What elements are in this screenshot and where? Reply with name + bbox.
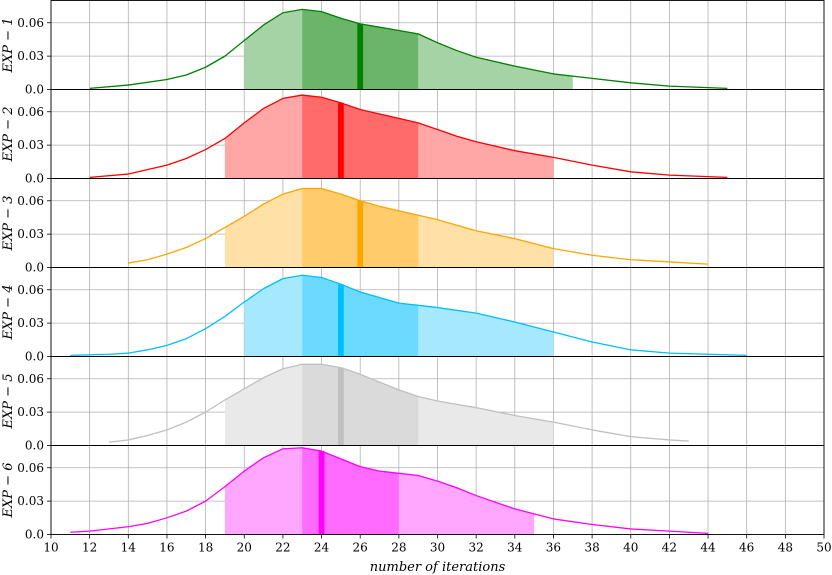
median-bar [337, 367, 344, 446]
y-tick-label: 0.06 [17, 105, 44, 119]
x-tick-label: 42 [662, 541, 677, 555]
y-tick-label: 0.03 [17, 494, 44, 508]
x-tick-label: 40 [623, 541, 638, 555]
y-tick-label: 0.03 [17, 138, 44, 152]
y-tick-label: 0.06 [17, 283, 44, 297]
y-tick-label: 0.0 [25, 83, 44, 97]
y-tick-label: 0.03 [17, 49, 44, 63]
median-bar [337, 284, 344, 357]
x-tick-label: 12 [82, 541, 97, 555]
x-axis: 10 12 14 16 18 20 22 24 26 28 30 32 34 36 38 40 42 44 46 48… [43, 534, 832, 555]
shaded-region-inner [302, 275, 419, 357]
x-tick-label: 20 [237, 541, 252, 555]
median-bar [337, 102, 344, 179]
y-tick-label: 0.0 [25, 528, 44, 542]
y-tick-label: 0.03 [17, 316, 44, 330]
density-curve [128, 187, 709, 265]
density-curve [108, 363, 689, 443]
median-bar [318, 451, 325, 535]
x-tick-label: 38 [584, 541, 599, 555]
x-tick-label: 14 [121, 541, 137, 555]
y-tick-label: 0.0 [25, 350, 44, 364]
x-tick-label: 36 [546, 541, 561, 555]
y-tick-label: 0.0 [25, 261, 44, 275]
y-axis-label: EXP − 1 [1, 18, 16, 74]
median-bar [357, 23, 364, 90]
x-tick-label: 26 [353, 541, 368, 555]
density-curve [89, 8, 728, 90]
y-tick-label: 0.03 [17, 227, 44, 241]
y-tick-label: 0.06 [17, 372, 44, 386]
y-tick-label: 0.06 [17, 16, 44, 30]
x-tick-label: 28 [391, 541, 406, 555]
x-tick-label: 48 [778, 541, 793, 555]
density-curve [70, 274, 747, 357]
x-tick-label: 46 [739, 541, 754, 555]
y-tick-label: 0.06 [17, 461, 44, 475]
y-axis-label: EXP − 3 [1, 196, 16, 252]
x-tick-label: 18 [198, 541, 213, 555]
shaded-region-inner [302, 447, 399, 535]
y-tick-label: 0.0 [25, 172, 44, 186]
y-axis-label: EXP − 4 [1, 285, 16, 341]
shaded-region-inner [302, 95, 419, 179]
x-tick-label: 24 [314, 541, 330, 555]
x-tick-label: 44 [700, 541, 716, 555]
x-tick-label: 34 [507, 541, 523, 555]
x-axis-label: number of iterations [370, 560, 506, 575]
x-tick-label: 22 [275, 541, 290, 555]
x-tick-label: 16 [159, 541, 174, 555]
y-axis-label: EXP − 2 [1, 107, 16, 163]
median-bar [357, 200, 364, 268]
x-tick-label: 50 [816, 541, 831, 555]
y-tick-label: 0.06 [17, 194, 44, 208]
y-tick-label: 0.03 [17, 405, 44, 419]
density-curve [89, 94, 728, 179]
shaded-region-inner [302, 364, 419, 446]
y-tick-label: 0.0 [25, 439, 44, 453]
x-tick-label: 10 [43, 541, 58, 555]
x-tick-label: 30 [430, 541, 445, 555]
y-axis-label: EXP − 5 [1, 374, 16, 430]
y-axis-label: EXP − 6 [1, 463, 16, 519]
x-tick-label: 32 [469, 541, 484, 555]
density-curve [70, 447, 709, 535]
